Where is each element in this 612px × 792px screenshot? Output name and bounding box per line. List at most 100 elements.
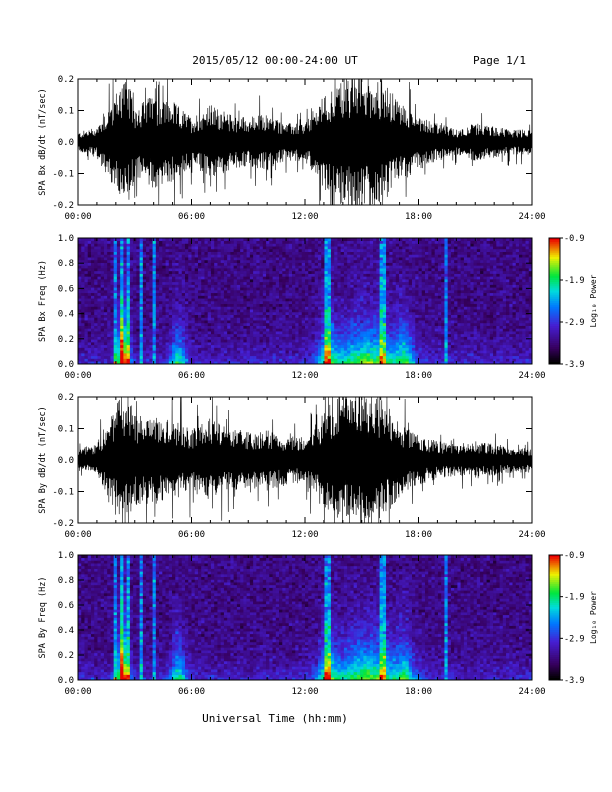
heatmap-cell [324,248,328,252]
heatmap-cell [298,259,303,263]
heatmap-cell [249,342,254,346]
heatmap-cell [181,273,186,277]
heatmap-cell [298,284,303,288]
heatmap-cell [324,273,328,277]
heatmap-cell [334,314,338,318]
heatmap-cell [188,254,192,258]
heatmap-cell [240,262,244,266]
heatmap-cell [90,292,95,296]
heatmap-cell [162,317,166,321]
heatmap-cell [402,292,406,296]
heatmap-cell [337,325,341,329]
heatmap-cell [343,355,348,359]
heatmap-cell [155,290,160,294]
heatmap-cell [350,301,354,305]
heatmap-cell [363,350,367,354]
heatmap-cell [305,292,309,296]
heatmap-cell [340,287,345,291]
heatmap-cell [327,295,332,299]
heatmap-cell [152,281,157,285]
heatmap-cell [110,251,114,255]
heatmap-cell [149,350,153,354]
heatmap-cell [142,259,147,263]
heatmap-cell [305,240,309,244]
heatmap-cell [334,344,338,348]
heatmap-cell [379,317,384,321]
heatmap-cell [191,322,196,326]
heatmap-cell [311,268,316,272]
heatmap-cell [327,290,332,294]
heatmap-cell [149,317,153,321]
heatmap-cell [168,336,173,340]
heatmap-cell [408,325,413,329]
heatmap-cell [142,306,147,310]
heatmap-cell [350,273,354,277]
heatmap-cell [279,350,283,354]
heatmap-cell [227,353,231,357]
heatmap-cell [129,243,134,247]
heatmap-cell [210,344,215,348]
heatmap-cell [282,240,286,244]
heatmap-cell [97,243,101,247]
heatmap-cell [204,309,209,313]
heatmap-cell [421,342,426,346]
heatmap-cell [81,322,85,326]
heatmap-cell [159,314,163,318]
heatmap-cell [269,292,273,296]
heatmap-cell [262,336,267,340]
heatmap-cell [266,355,270,359]
heatmap-cell [240,336,244,340]
heatmap-cell [421,265,426,269]
heatmap-cell [246,311,251,315]
heatmap-cell [279,328,283,332]
heatmap-cell [181,347,186,351]
heatmap-cell [369,344,374,348]
heatmap-cell [317,355,322,359]
heatmap-cell [266,353,270,357]
heatmap-cell [366,268,371,272]
heatmap-cell [356,248,361,252]
heatmap-cell [246,333,251,337]
heatmap-cell [321,317,325,321]
heatmap-cell [288,268,293,272]
heatmap-cell [120,320,124,324]
heatmap-cell [172,333,176,337]
heatmap-cell [392,292,397,296]
heatmap-cell [353,320,358,324]
heatmap-cell [149,355,153,359]
heatmap-cell [100,344,105,348]
heatmap-cell [295,301,299,305]
heatmap-cell [113,344,118,348]
heatmap-cell [120,347,124,351]
heatmap-cell [223,238,228,242]
heatmap-cell [301,353,306,357]
heatmap-cell [369,273,374,277]
heatmap-cell [94,333,98,337]
heatmap-cell [185,246,189,250]
heatmap-cell [340,248,345,252]
heatmap-cell [308,284,312,288]
heatmap-cell [418,240,423,244]
heatmap-cell [301,347,306,351]
heatmap-cell [178,240,183,244]
heatmap-cell [382,339,387,343]
heatmap-cell [295,355,299,359]
heatmap-cell [330,279,335,283]
heatmap-cell [78,298,82,302]
heatmap-cell [146,342,150,346]
heatmap-cell [292,328,296,332]
heatmap-cell [288,254,293,258]
heatmap-cell [110,355,114,359]
heatmap-cell [317,331,322,335]
heatmap-cell [84,270,89,274]
heatmap-cell [152,246,157,250]
heatmap-cell [116,303,121,307]
heatmap-cell [87,311,92,315]
heatmap-cell [382,331,387,335]
heatmap-cell [405,254,410,258]
heatmap-cell [389,309,393,313]
heatmap-cell [382,344,387,348]
heatmap-cell [399,333,403,337]
heatmap-cell [369,336,374,340]
heatmap-cell [382,322,387,326]
